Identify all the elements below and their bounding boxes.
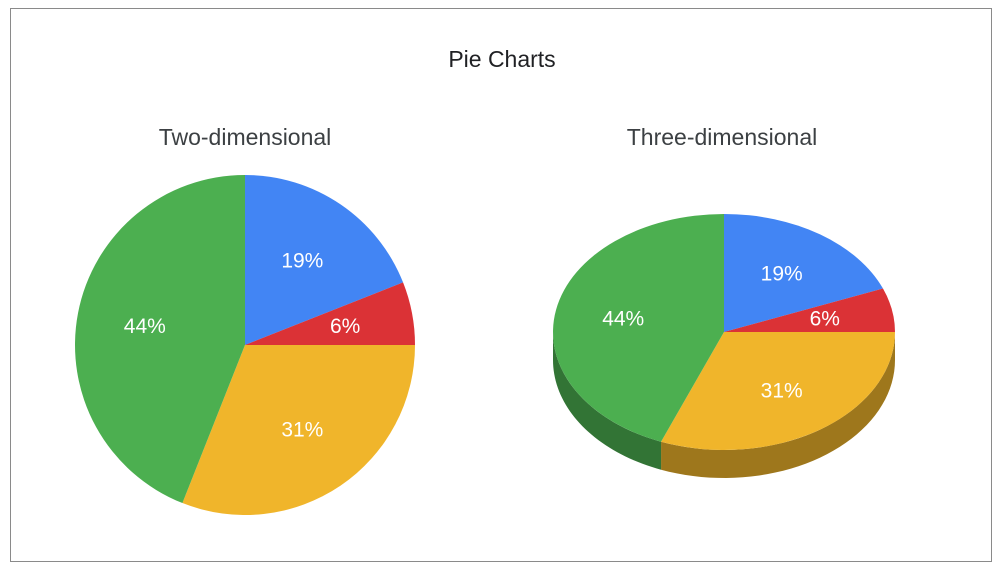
pie-slice-1 [245,282,415,345]
pie-slice-side-3 [553,332,662,470]
pie-slice-side-2 [661,332,895,478]
pie-slice-3 [75,175,245,504]
pie-data-label-2: 31% [281,418,323,441]
pie-slice-2 [182,345,415,515]
pie-chart-2d: 19% 6% 31% 44% [75,175,415,515]
pie-data-label-0: 19% [761,262,803,285]
pie-chart-3d: 19% 6% 31% 44% [553,214,895,478]
pie-data-label-2: 31% [761,380,803,403]
pie-data-label-1: 6% [810,308,840,331]
pie-slice-3 [553,214,724,442]
pie-slice-0 [245,175,404,345]
chart-title-2d: Two-dimensional [158,124,332,150]
pie-data-label-3: 44% [602,308,644,331]
pie-slice-0 [724,214,883,332]
pie-slice-1 [724,288,895,332]
pie-data-label-0: 19% [281,250,323,273]
pie-data-label-1: 6% [330,315,360,338]
pie-slice-2 [661,332,895,450]
pie-data-label-3: 44% [124,315,166,338]
main-title: Pie Charts [448,46,556,72]
chart-title-3d: Three-dimensional [626,124,818,150]
